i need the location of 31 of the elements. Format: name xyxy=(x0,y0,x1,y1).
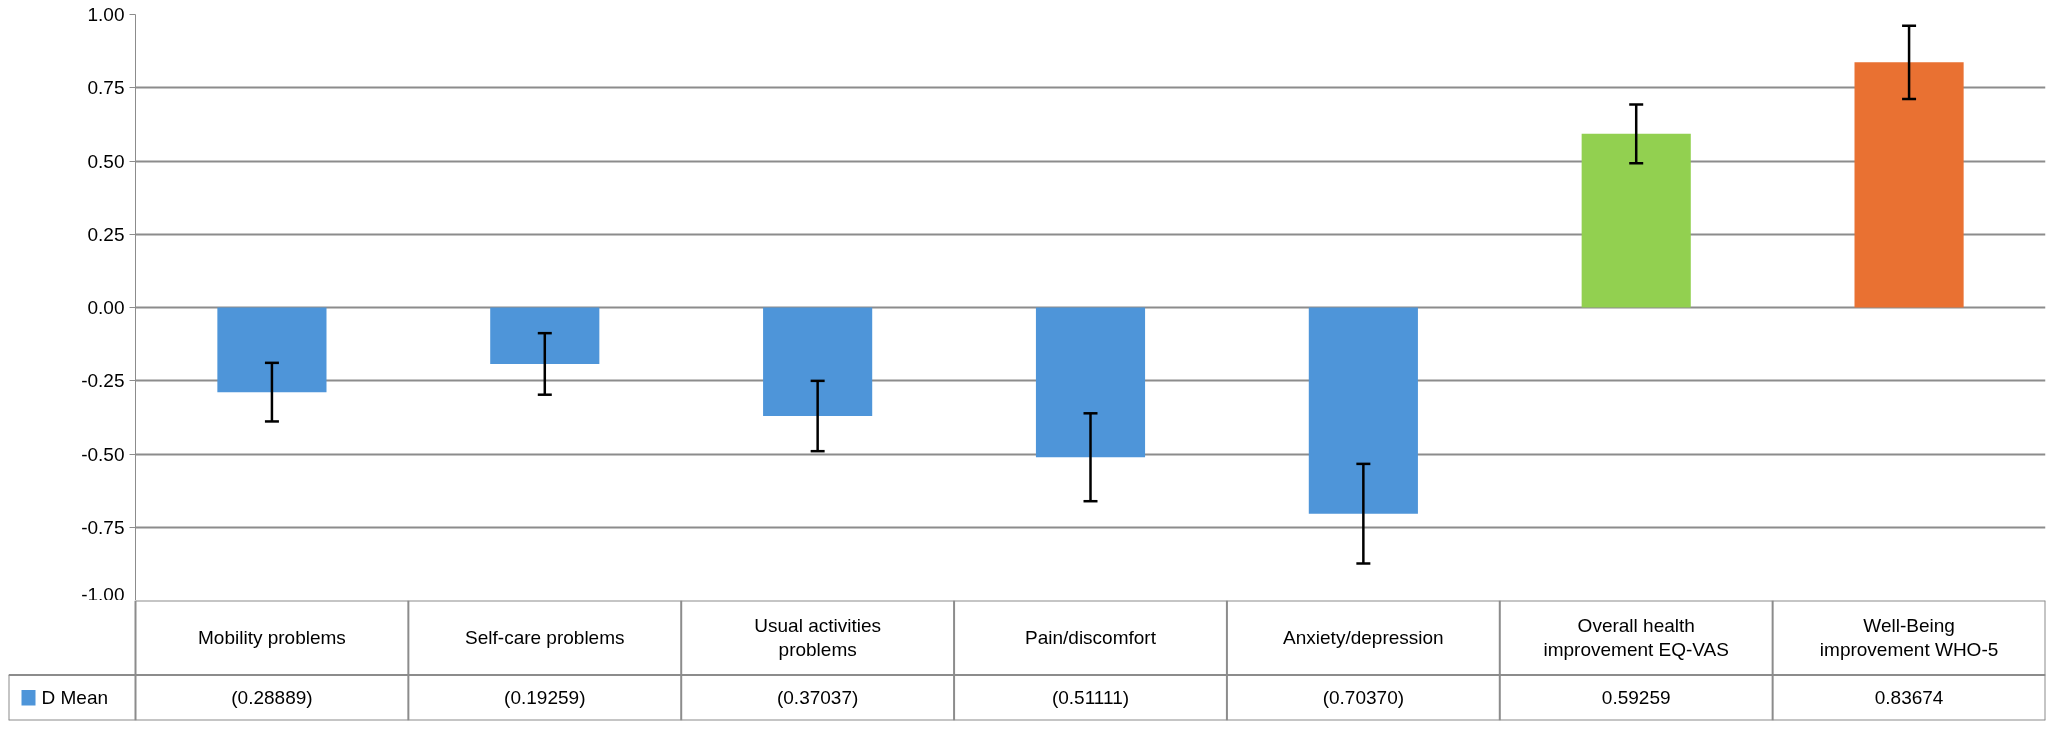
bar xyxy=(490,307,600,364)
x-tick-label: Anxiety/depression xyxy=(1283,627,1444,649)
x-tick-label: Mobility problems xyxy=(198,627,346,649)
bar xyxy=(1581,133,1691,308)
y-tick-label: 1.00 xyxy=(87,4,125,25)
data-label: (0.19259) xyxy=(504,687,586,709)
x-tick-label: Overall health improvement EQ-VAS xyxy=(1543,615,1729,661)
data-label: 0.59259 xyxy=(1601,687,1671,709)
data-label: 0.83674 xyxy=(1874,687,1944,709)
x-tick-label: Pain/discomfort xyxy=(1025,627,1157,649)
y-tick-label: 0.25 xyxy=(87,223,125,245)
bar xyxy=(1308,307,1418,514)
y-tick-label: 0.75 xyxy=(87,77,125,99)
data-label: (0.28889) xyxy=(231,687,313,709)
x-tick-label: Usual activities problems xyxy=(754,615,882,661)
bar xyxy=(1035,307,1146,458)
data-label: (0.51111) xyxy=(1051,687,1130,709)
bar xyxy=(763,307,873,417)
y-tick-label: -0.50 xyxy=(81,443,125,465)
bar xyxy=(1854,62,1964,308)
y-tick-label: -1.00 xyxy=(81,583,125,605)
x-tick-label: Well-Being improvement WHO-5 xyxy=(1819,615,1999,661)
data-label: (0.70370) xyxy=(1322,687,1405,709)
x-tick-label: Self-care problems xyxy=(465,627,625,649)
y-tick-label: 0.00 xyxy=(87,297,125,318)
y-tick-label: 0.50 xyxy=(87,150,125,172)
y-tick-label: -0.75 xyxy=(81,516,125,538)
data-label: (0.37037) xyxy=(776,687,859,709)
y-tick-label: -0.25 xyxy=(81,370,125,392)
legend-label: D Mean xyxy=(41,687,109,709)
bar xyxy=(217,307,327,393)
